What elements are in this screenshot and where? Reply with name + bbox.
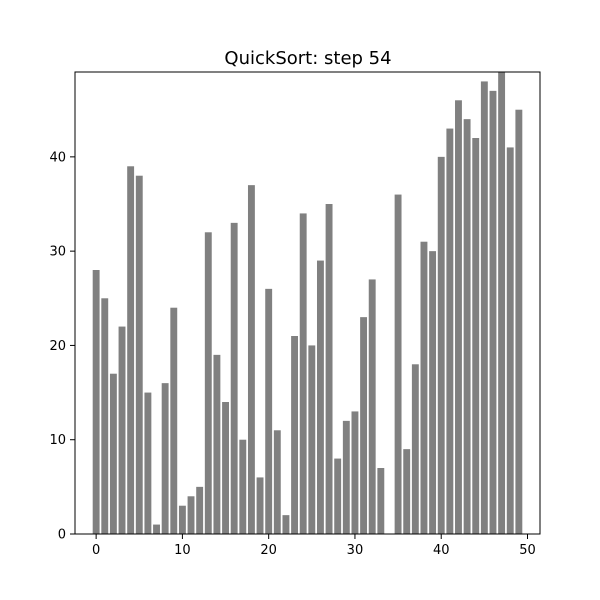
bar-21	[273, 430, 281, 534]
bar-42	[455, 100, 462, 534]
x-tick-label-20: 20	[260, 543, 277, 558]
bar-18	[247, 185, 255, 534]
bar-33	[377, 468, 385, 534]
bar-28	[334, 458, 342, 534]
bars-group	[92, 72, 523, 535]
bar-16	[230, 222, 238, 535]
bar-27	[325, 204, 333, 534]
chart-title: QuickSort: step 54	[224, 48, 391, 69]
bar-31	[360, 317, 368, 534]
bar-5	[135, 175, 143, 534]
bar-12	[196, 486, 204, 534]
bar-11	[187, 496, 195, 534]
bar-4	[127, 166, 135, 535]
bar-7	[153, 524, 160, 534]
bar-26	[316, 260, 324, 534]
bar-35	[394, 194, 402, 534]
y-tick-label-0: 0	[58, 528, 66, 543]
bar-29	[342, 420, 350, 534]
y-axis: 0 10 20 30 40	[49, 150, 75, 543]
bar-9	[170, 307, 178, 534]
y-tick-label-20: 20	[49, 339, 66, 354]
bar-6	[144, 392, 152, 534]
bar-37	[411, 364, 419, 534]
bar-8	[161, 383, 169, 534]
bar-46	[489, 90, 497, 535]
bar-40	[437, 156, 445, 535]
bar-36	[403, 449, 411, 534]
plot-frame	[74, 71, 541, 535]
bar-24	[299, 213, 307, 534]
bar-48	[506, 147, 514, 534]
bar-49	[515, 109, 523, 535]
bar-30	[351, 411, 359, 534]
x-axis: 0 10 20 30 40 50	[92, 534, 536, 558]
bar-32	[368, 279, 376, 534]
bar-10	[178, 505, 186, 534]
bar-13	[204, 232, 212, 535]
bar-45	[480, 81, 488, 535]
bar-22	[282, 515, 290, 534]
y-tick-label-10: 10	[49, 433, 66, 448]
bar-19	[256, 477, 264, 534]
y-tick-label-30: 30	[49, 245, 66, 260]
x-tick-label-40: 40	[433, 543, 450, 558]
bar-43	[463, 119, 471, 534]
bar-38	[420, 241, 428, 534]
x-tick-label-30: 30	[347, 543, 364, 558]
y-tick-label-40: 40	[49, 150, 66, 165]
bar-3	[118, 326, 126, 534]
bar-39	[429, 251, 437, 534]
bar-23	[291, 336, 299, 534]
bar-47	[498, 72, 506, 534]
bar-17	[239, 439, 247, 534]
x-tick-label-10: 10	[174, 543, 191, 558]
bar-1	[101, 298, 109, 534]
bar-15	[222, 402, 229, 534]
bar-2	[109, 373, 117, 534]
bar-20	[265, 288, 273, 534]
bar-41	[446, 128, 454, 534]
bar-14	[213, 354, 221, 534]
bar-25	[308, 345, 316, 534]
bar-0	[92, 270, 100, 534]
x-tick-label-50: 50	[519, 543, 536, 558]
bar-44	[472, 138, 480, 534]
x-tick-label-0: 0	[92, 543, 100, 558]
